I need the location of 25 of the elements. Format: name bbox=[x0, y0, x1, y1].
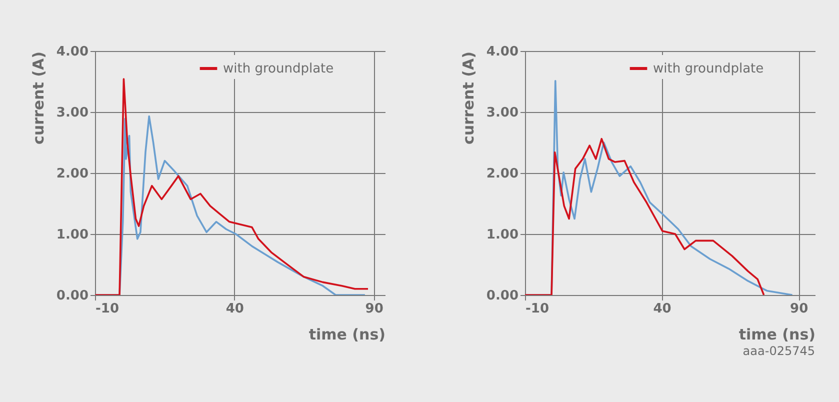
x-tick-label: 90 bbox=[790, 302, 808, 316]
y-axis-title: current (A) bbox=[459, 52, 478, 144]
y-tick-label: 2.00 bbox=[56, 166, 88, 182]
x-axis-title: time (ns) bbox=[738, 326, 816, 344]
legend-label: with groundplate bbox=[653, 62, 764, 76]
y-tick-label: 1.00 bbox=[56, 228, 88, 242]
y-tick-label: 4.00 bbox=[486, 44, 518, 60]
x-tick-label: 40 bbox=[653, 302, 672, 316]
y-tick-label: 0.00 bbox=[56, 288, 88, 304]
y-tick-label: 3.00 bbox=[486, 106, 518, 120]
x-tick-label: 40 bbox=[226, 302, 244, 316]
y-tick-label: 1.00 bbox=[486, 228, 518, 242]
y-axis-title: current (A) bbox=[29, 52, 48, 144]
legend-label: with groundplate bbox=[223, 62, 334, 76]
y-tick-label: 2.00 bbox=[486, 166, 518, 182]
y-tick-label: 0.00 bbox=[486, 288, 518, 304]
x-tick-label: 90 bbox=[365, 302, 384, 316]
line-series bbox=[525, 138, 765, 295]
x-tick-label: -10 bbox=[526, 302, 549, 316]
y-tick-label: 3.00 bbox=[56, 106, 88, 120]
line-series bbox=[95, 78, 369, 295]
text: aaa-025745 bbox=[742, 344, 815, 358]
x-tick-label: -10 bbox=[96, 302, 119, 316]
y-tick-label: 4.00 bbox=[56, 44, 88, 60]
x-axis-title: time (ns) bbox=[308, 326, 386, 344]
